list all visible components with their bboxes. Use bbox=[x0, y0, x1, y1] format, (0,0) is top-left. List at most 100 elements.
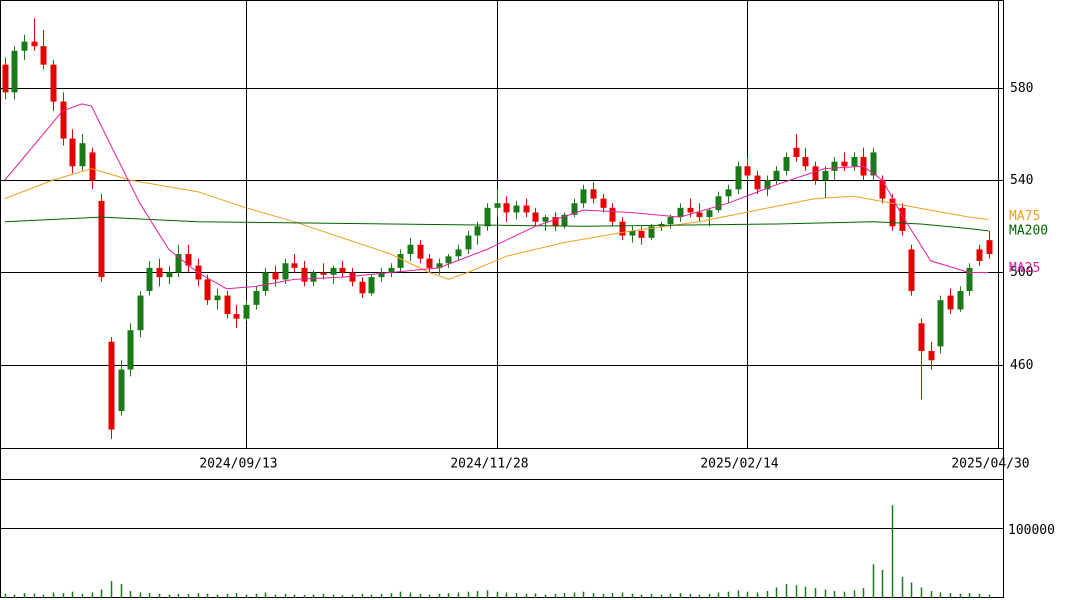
candle-body bbox=[118, 369, 125, 412]
candle-body bbox=[677, 207, 684, 218]
candle-body bbox=[667, 217, 674, 224]
candle-body bbox=[542, 217, 549, 222]
candle-body bbox=[484, 207, 491, 227]
legend-label: MA75 bbox=[1009, 209, 1040, 224]
candle-body bbox=[359, 281, 366, 294]
candle-body bbox=[561, 214, 568, 227]
candle-body bbox=[21, 41, 28, 51]
ma-line bbox=[4, 103, 989, 290]
candle-body bbox=[600, 198, 607, 208]
candle-body bbox=[98, 200, 105, 278]
candle-body bbox=[243, 304, 250, 319]
candle-body bbox=[185, 254, 192, 266]
candle-body bbox=[262, 272, 269, 291]
x-tick-label: 2024/09/13 bbox=[199, 457, 277, 472]
candle-body bbox=[253, 290, 260, 305]
candle-body bbox=[291, 263, 298, 268]
candle-body bbox=[908, 249, 915, 291]
candle-body bbox=[349, 272, 356, 282]
candle-body bbox=[966, 267, 973, 291]
candle-body bbox=[282, 263, 289, 280]
candle-body bbox=[822, 170, 829, 181]
x-tick-label: 2025/04/30 bbox=[951, 457, 1029, 472]
candle-body bbox=[378, 272, 385, 278]
candle-body bbox=[204, 279, 211, 301]
candle-body bbox=[976, 249, 983, 261]
candle-body bbox=[947, 295, 954, 310]
candle-body bbox=[532, 212, 539, 222]
candle-body bbox=[69, 138, 76, 167]
candle-body bbox=[619, 221, 626, 236]
candle-body bbox=[928, 351, 935, 361]
candle-body bbox=[175, 254, 182, 273]
candle-body bbox=[783, 157, 790, 171]
candle-body bbox=[156, 267, 163, 278]
candle-body bbox=[465, 235, 472, 250]
candle-body bbox=[870, 152, 877, 176]
candle-body bbox=[899, 207, 906, 231]
candle-body bbox=[986, 240, 993, 255]
candle-body bbox=[793, 147, 800, 158]
candle-body bbox=[330, 267, 337, 275]
candle-body bbox=[648, 226, 655, 238]
candle-body bbox=[629, 230, 636, 236]
candle-body bbox=[725, 189, 732, 197]
y-tick-label: 460 bbox=[1010, 358, 1033, 373]
candle-body bbox=[40, 46, 47, 65]
candle-body bbox=[50, 64, 57, 102]
candle-body bbox=[89, 152, 96, 181]
candle-body bbox=[937, 300, 944, 347]
y-tick-label: 540 bbox=[1010, 173, 1033, 188]
candle-body bbox=[889, 198, 896, 227]
candle-body bbox=[407, 244, 414, 255]
legend-label: MA25 bbox=[1009, 261, 1040, 276]
candle-body bbox=[455, 249, 462, 257]
candle-body bbox=[744, 166, 751, 176]
candle-body bbox=[687, 207, 694, 213]
candle-body bbox=[503, 203, 510, 213]
y-tick-label: 500 bbox=[1010, 265, 1033, 280]
candle-body bbox=[233, 314, 240, 319]
candle-body bbox=[764, 180, 771, 190]
candle-body bbox=[638, 230, 645, 238]
y-tick-label: 580 bbox=[1010, 81, 1033, 96]
candle-body bbox=[851, 157, 858, 167]
candle-body bbox=[812, 166, 819, 181]
candle-body bbox=[571, 203, 578, 215]
candle-body bbox=[320, 272, 327, 275]
candle-body bbox=[513, 205, 520, 213]
candle-body bbox=[426, 258, 433, 268]
candle-body bbox=[31, 41, 38, 47]
candle-body bbox=[879, 180, 886, 199]
candle-body bbox=[79, 143, 86, 167]
candle-body bbox=[918, 323, 925, 352]
candle-body bbox=[523, 205, 530, 213]
candle-body bbox=[417, 244, 424, 259]
x-tick-label: 2024/11/28 bbox=[450, 457, 528, 472]
candle-body bbox=[224, 295, 231, 315]
candle-body bbox=[494, 203, 501, 208]
candle-body bbox=[831, 161, 838, 171]
x-tick-label: 2025/02/14 bbox=[700, 457, 778, 472]
candle-body bbox=[310, 272, 317, 282]
candle-body bbox=[301, 267, 308, 282]
candle-body bbox=[166, 272, 173, 278]
ma-line bbox=[4, 168, 989, 280]
candle-body bbox=[957, 290, 964, 310]
candle-body bbox=[11, 50, 18, 93]
candle-body bbox=[108, 341, 115, 430]
candle-body bbox=[368, 277, 375, 294]
candle-body bbox=[146, 267, 153, 291]
candle-body bbox=[696, 212, 703, 218]
candle-body bbox=[474, 226, 481, 236]
candle-body bbox=[841, 161, 848, 167]
candle-body bbox=[802, 157, 809, 167]
candle-body bbox=[214, 295, 221, 301]
candle-body bbox=[609, 207, 616, 222]
candle-body bbox=[2, 64, 9, 93]
legend-label: MA200 bbox=[1009, 223, 1048, 238]
candle-body bbox=[436, 263, 443, 268]
candle-body bbox=[580, 189, 587, 204]
frame bbox=[0, 0, 1004, 598]
